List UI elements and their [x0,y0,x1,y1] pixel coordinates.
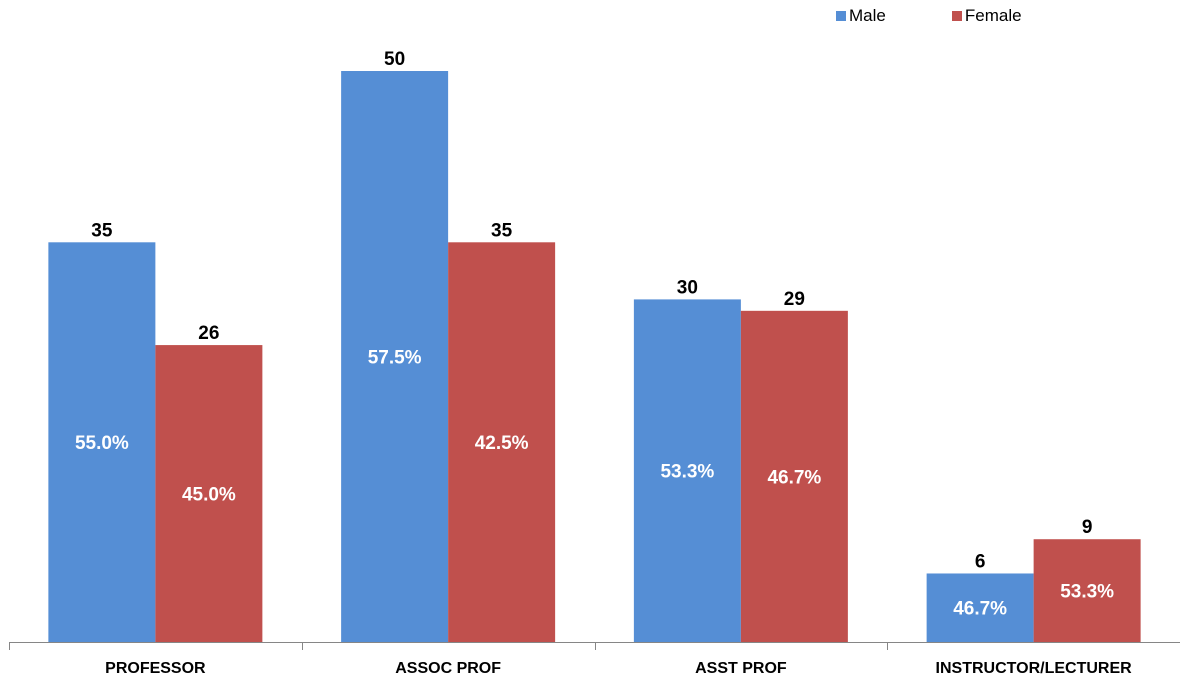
bar-value-label: 9 [1082,517,1093,538]
legend-swatch-female [951,11,962,21]
bar-percent-label: 46.7% [767,467,821,488]
bar-male [341,71,449,642]
bar-female [1033,539,1141,642]
bar-percent-label: 42.5% [475,433,529,454]
legend-label-female: Female [964,6,1022,25]
bar-value-label: 29 [784,289,805,310]
legend-item-male: Male [836,6,886,26]
bar-percent-label: 55.0% [75,433,129,454]
category-label: ASST PROF [695,660,787,677]
bar-percent-label: 53.3% [1060,582,1114,603]
bar-percent-label: 57.5% [368,348,422,369]
bar-female [448,242,556,643]
bar-percent-label: 53.3% [660,462,714,483]
bar-male [48,242,156,643]
bar-value-label: 26 [198,323,219,344]
bar-female [740,310,848,642]
bar-value-label: 35 [91,220,113,241]
bar-value-label: 35 [491,220,513,241]
chart-legend: Male Female [836,6,1088,26]
legend-label-male: Male [849,6,886,25]
bar-male [633,299,741,642]
category-label: ASSOC PROF [395,660,501,677]
bar-female [155,345,263,642]
legend-swatch-male [836,11,846,21]
bar-value-label: 30 [677,277,698,298]
legend-item-female: Female [951,6,1022,26]
bar-value-label: 50 [384,49,405,70]
category-label: INSTRUCTOR/LECTURER [936,660,1133,677]
bar-percent-label: 46.7% [953,599,1007,620]
bar-male [926,573,1034,642]
bar-value-label: 6 [975,551,986,572]
bar-percent-label: 45.0% [182,485,236,506]
category-label: PROFESSOR [105,660,206,677]
